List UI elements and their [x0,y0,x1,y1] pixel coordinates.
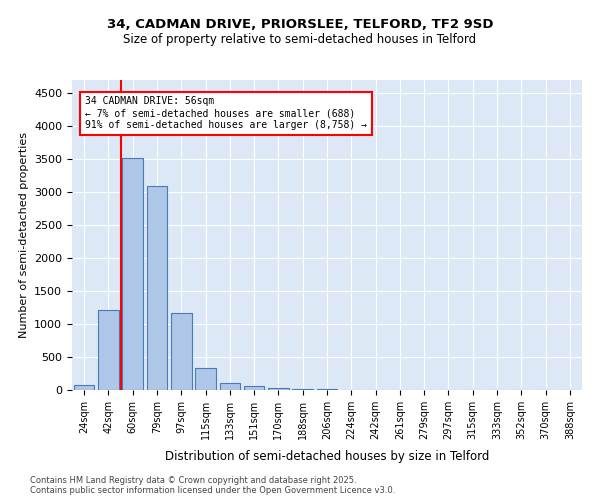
Bar [171,314,191,390]
Bar [74,385,94,390]
Text: Contains HM Land Registry data © Crown copyright and database right 2025.
Contai: Contains HM Land Registry data © Crown c… [30,476,395,495]
Bar [268,388,289,390]
Bar [244,386,265,390]
Bar [122,158,143,390]
Y-axis label: Number of semi-detached properties: Number of semi-detached properties [19,132,29,338]
Bar [292,388,313,390]
Bar [98,310,119,390]
Bar [146,186,167,390]
Bar [220,384,240,390]
Text: 34, CADMAN DRIVE, PRIORSLEE, TELFORD, TF2 9SD: 34, CADMAN DRIVE, PRIORSLEE, TELFORD, TF… [107,18,493,30]
Bar [195,368,216,390]
Text: 34 CADMAN DRIVE: 56sqm
← 7% of semi-detached houses are smaller (688)
91% of sem: 34 CADMAN DRIVE: 56sqm ← 7% of semi-deta… [85,96,367,130]
Text: Size of property relative to semi-detached houses in Telford: Size of property relative to semi-detach… [124,32,476,46]
X-axis label: Distribution of semi-detached houses by size in Telford: Distribution of semi-detached houses by … [165,450,489,463]
